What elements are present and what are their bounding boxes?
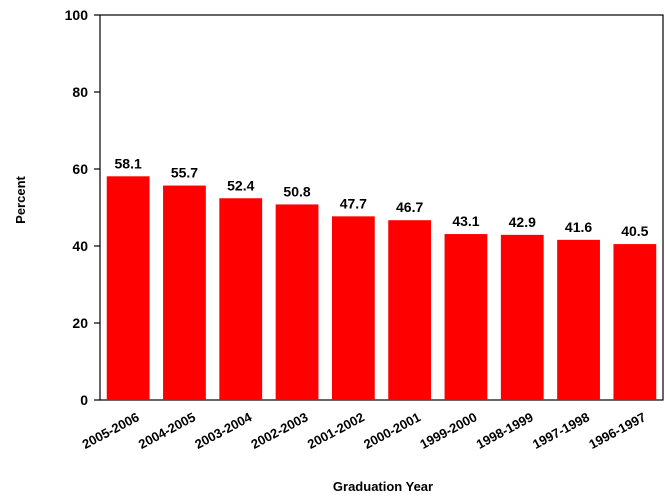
y-tick-label: 80 [72,84,88,100]
x-tick-label: 2005-2006 [80,409,142,451]
data-label: 47.7 [340,195,367,211]
x-tick-label: 2003-2004 [192,409,255,452]
bar [500,234,544,400]
bar [388,220,432,400]
x-tick-label: 2004-2005 [136,409,198,451]
x-tick-label: 2001-2002 [305,409,367,451]
y-tick-label: 20 [72,315,88,331]
bar [106,176,150,400]
x-tick-label: 1997-1998 [530,409,592,451]
data-label: 52.4 [227,177,254,193]
bar [275,204,319,400]
bar [444,234,488,400]
y-axis: 0 20 40 60 80 100 [65,7,100,408]
value-labels: 58.1 55.7 52.4 50.8 47.7 46.7 43.1 42.9 41.6 40.5 [115,155,649,239]
y-tick-label: 0 [80,392,88,408]
y-axis-title: Percent [13,175,28,223]
data-label: 50.8 [283,183,310,199]
plot-frame [99,14,664,401]
data-label: 42.9 [509,214,536,230]
y-tick-label: 100 [65,7,89,23]
bar [331,216,375,400]
data-label: 40.5 [621,223,648,239]
x-tick-label: 2002-2003 [249,409,311,451]
x-axis: 2005-20062004-20052003-20042002-20032001… [80,409,649,452]
x-tick-label: 1999-2000 [417,409,479,451]
y-tick-label: 40 [72,238,88,254]
data-label: 58.1 [115,155,142,171]
x-axis-title: Graduation Year [333,479,433,494]
bars [106,176,657,400]
x-tick-label: 2000-2001 [361,409,423,451]
bar [219,198,263,400]
bar [613,244,657,400]
x-tick-label: 1998-1999 [474,409,536,451]
plot-border [99,14,664,401]
data-label: 46.7 [396,199,423,215]
data-label: 41.6 [565,219,592,235]
data-label: 43.1 [452,213,479,229]
data-label: 55.7 [171,165,198,181]
y-tick-label: 60 [72,161,88,177]
bar [557,239,600,400]
x-tick-label: 1996-1997 [586,409,648,451]
bar [163,185,206,400]
